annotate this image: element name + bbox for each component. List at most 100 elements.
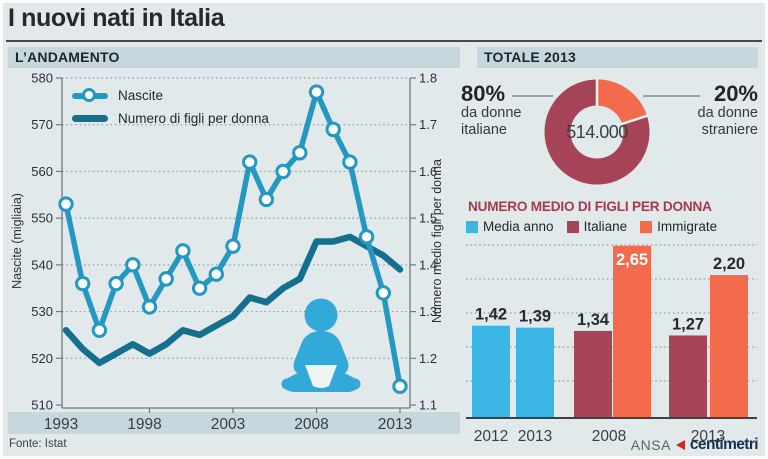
data-point-marker bbox=[175, 243, 191, 259]
data-point-marker bbox=[258, 191, 275, 208]
left-axis-tick-label: 550 bbox=[31, 211, 53, 226]
data-point-marker bbox=[325, 121, 341, 138]
bar-chart-legend: Media anno Italiane Immigrate bbox=[466, 219, 717, 234]
left-axis-title: Nascite (migliaia) bbox=[10, 193, 24, 289]
legend-item-media-anno: Media anno bbox=[466, 219, 554, 234]
left-axis-tick-label: 560 bbox=[31, 164, 53, 179]
bar-group-label: 2012 bbox=[474, 428, 508, 445]
bar-chart-title: NUMERO MEDIO DI FIGLI PER DONNA bbox=[468, 199, 712, 214]
legend-label-media-anno: Media anno bbox=[483, 219, 554, 234]
x-axis-band bbox=[8, 412, 460, 434]
data-point-marker bbox=[242, 154, 258, 170]
bar-immigrate-2008 bbox=[613, 245, 651, 418]
data-point-marker bbox=[375, 285, 391, 301]
data-point-marker bbox=[275, 163, 291, 180]
right-axis-tick-label: 1.3 bbox=[419, 304, 437, 319]
data-point-marker bbox=[358, 229, 375, 245]
left-axis-tick-label: 580 bbox=[31, 71, 53, 86]
legend-label-nascite: Nascite bbox=[118, 88, 164, 103]
donut-center-total: 514.000 bbox=[566, 122, 628, 142]
donut-slice-separator bbox=[620, 114, 649, 126]
bar-group-label: 2013 bbox=[691, 428, 725, 445]
series-line-figli bbox=[62, 233, 404, 367]
bar-value-label: 2,20 bbox=[713, 255, 745, 273]
italiane-swatch-icon bbox=[566, 220, 579, 233]
credit-agency: ANSA bbox=[630, 437, 671, 453]
left-axis-tick-label: 530 bbox=[31, 304, 53, 319]
bar-media-anno-2013 bbox=[516, 327, 554, 418]
legend-label-italiane: Italiane bbox=[583, 219, 628, 234]
credit-brand: centimetri bbox=[689, 436, 759, 453]
legend-item-italiane: Italiane bbox=[566, 219, 628, 234]
data-point-marker bbox=[158, 271, 174, 287]
immigrate-swatch-icon bbox=[640, 220, 653, 233]
right-axis-tick-label: 1.7 bbox=[419, 117, 437, 132]
right-axis-tick-label: 1.2 bbox=[419, 351, 437, 366]
centimetri-arrow-icon bbox=[675, 440, 685, 450]
donut-label-straniere: da donne straniere bbox=[697, 105, 758, 138]
x-axis-tick-label: 1998 bbox=[127, 416, 161, 433]
right-axis-title: Numero medio figli per donna bbox=[430, 159, 444, 323]
figli-line-icon bbox=[72, 115, 108, 122]
callout-line-left bbox=[512, 95, 553, 97]
section-header-andamento: L’ANDAMENTO bbox=[8, 47, 460, 68]
bar-value-label: 1,39 bbox=[519, 308, 551, 326]
bar-italiane-2013 bbox=[669, 335, 707, 418]
right-axis-tick-label: 1.8 bbox=[419, 71, 437, 86]
left-axis-tick-label: 510 bbox=[31, 398, 53, 413]
x-axis-tick-label: 2013 bbox=[378, 416, 412, 433]
source-note: Fonte: Istat bbox=[9, 438, 67, 450]
legend-item-immigrate: Immigrate bbox=[640, 219, 717, 234]
x-axis-tick-label: 2003 bbox=[211, 416, 245, 433]
data-point-marker bbox=[125, 257, 141, 273]
donut-pct-straniere: 20% bbox=[713, 81, 758, 106]
left-axis-tick-label: 570 bbox=[31, 117, 53, 132]
left-axis-tick-label: 520 bbox=[31, 351, 53, 366]
data-point-marker bbox=[308, 84, 325, 100]
donut-label-italiane: da donne italiane bbox=[461, 105, 522, 138]
data-point-marker bbox=[292, 145, 308, 161]
bar-media-anno-2012 bbox=[472, 325, 510, 418]
data-point-marker bbox=[141, 299, 158, 315]
data-point-marker bbox=[58, 196, 74, 212]
right-axis-tick-label: 1.4 bbox=[419, 257, 437, 272]
data-point-marker bbox=[108, 275, 124, 292]
right-axis-tick-label: 1.5 bbox=[419, 211, 437, 226]
callout-line-right bbox=[643, 95, 700, 97]
data-point-marker bbox=[342, 154, 358, 170]
legend-label-immigrate: Immigrate bbox=[657, 219, 718, 234]
bar-group-label: 2008 bbox=[592, 428, 626, 445]
data-point-marker bbox=[75, 275, 91, 292]
bar-value-label: 2,65 bbox=[616, 251, 648, 269]
bar-value-label: 1,42 bbox=[475, 306, 507, 324]
data-point-marker bbox=[392, 378, 408, 395]
line-chart-legend: Nascite Numero di figli per donna bbox=[72, 84, 269, 130]
title-divider bbox=[6, 40, 762, 42]
baby-icon bbox=[281, 298, 361, 392]
bar-italiane-2008 bbox=[574, 330, 612, 418]
data-point-marker bbox=[208, 266, 225, 282]
credit: ANSA centimetri bbox=[560, 436, 759, 454]
section-header-totale: TOTALE 2013 bbox=[477, 47, 758, 68]
donut-pct-italiane: 80% bbox=[461, 81, 506, 106]
bar-value-label: 1,27 bbox=[672, 315, 704, 333]
page-title: I nuovi nati in Italia bbox=[8, 4, 225, 32]
data-point-marker bbox=[91, 322, 108, 338]
right-axis-tick-label: 1.1 bbox=[419, 398, 437, 413]
right-axis-tick-label: 1.6 bbox=[419, 164, 437, 179]
bar-value-label: 1,34 bbox=[577, 311, 610, 329]
legend-label-figli: Numero di figli per donna bbox=[118, 111, 269, 126]
nascite-line-icon bbox=[72, 88, 108, 102]
left-axis-tick-label: 540 bbox=[31, 257, 53, 272]
data-point-marker bbox=[191, 280, 208, 296]
bar-immigrate-2013 bbox=[710, 275, 748, 418]
legend-row-nascite: Nascite bbox=[72, 84, 269, 107]
legend-row-figli: Numero di figli per donna bbox=[72, 107, 269, 130]
media-anno-swatch-icon bbox=[466, 220, 478, 233]
x-axis-tick-label: 2008 bbox=[294, 416, 328, 433]
data-point-marker bbox=[225, 238, 241, 254]
bar-group-label: 2013 bbox=[518, 428, 552, 445]
x-axis-tick-label: 1993 bbox=[44, 416, 78, 433]
